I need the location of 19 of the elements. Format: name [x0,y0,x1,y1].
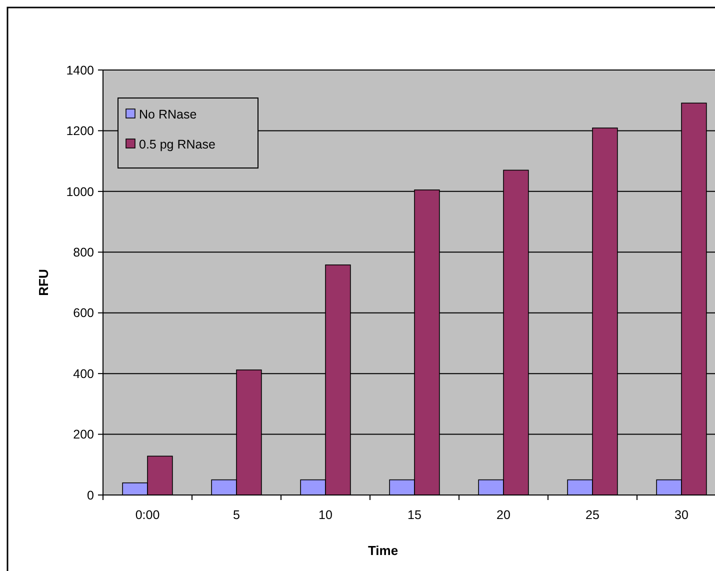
y-tick-label: 1400 [66,63,94,78]
x-tick-label: 5 [233,508,240,522]
y-axis-title: RFU [36,269,51,296]
x-axis-title: Time [368,543,398,558]
x-tick-label: 25 [586,508,600,522]
y-tick-label: 1200 [66,124,94,138]
x-tick-label: 0:00 [135,508,160,522]
y-tick-label: 400 [73,366,94,381]
legend-label: 0.5 pg RNase [139,137,216,152]
x-tick-label: 15 [408,508,422,522]
y-tick-label: 1000 [66,184,94,199]
y-tick-label: 0 [87,488,94,502]
y-tick-label: 800 [73,246,94,260]
y-tick-label: 600 [73,306,94,320]
y-tick-label: 200 [73,428,94,442]
x-tick-label: 30 [674,508,688,522]
x-tick-label: 10 [318,508,332,522]
x-tick-label: 20 [496,508,510,522]
legend-label: No RNase [139,107,197,122]
